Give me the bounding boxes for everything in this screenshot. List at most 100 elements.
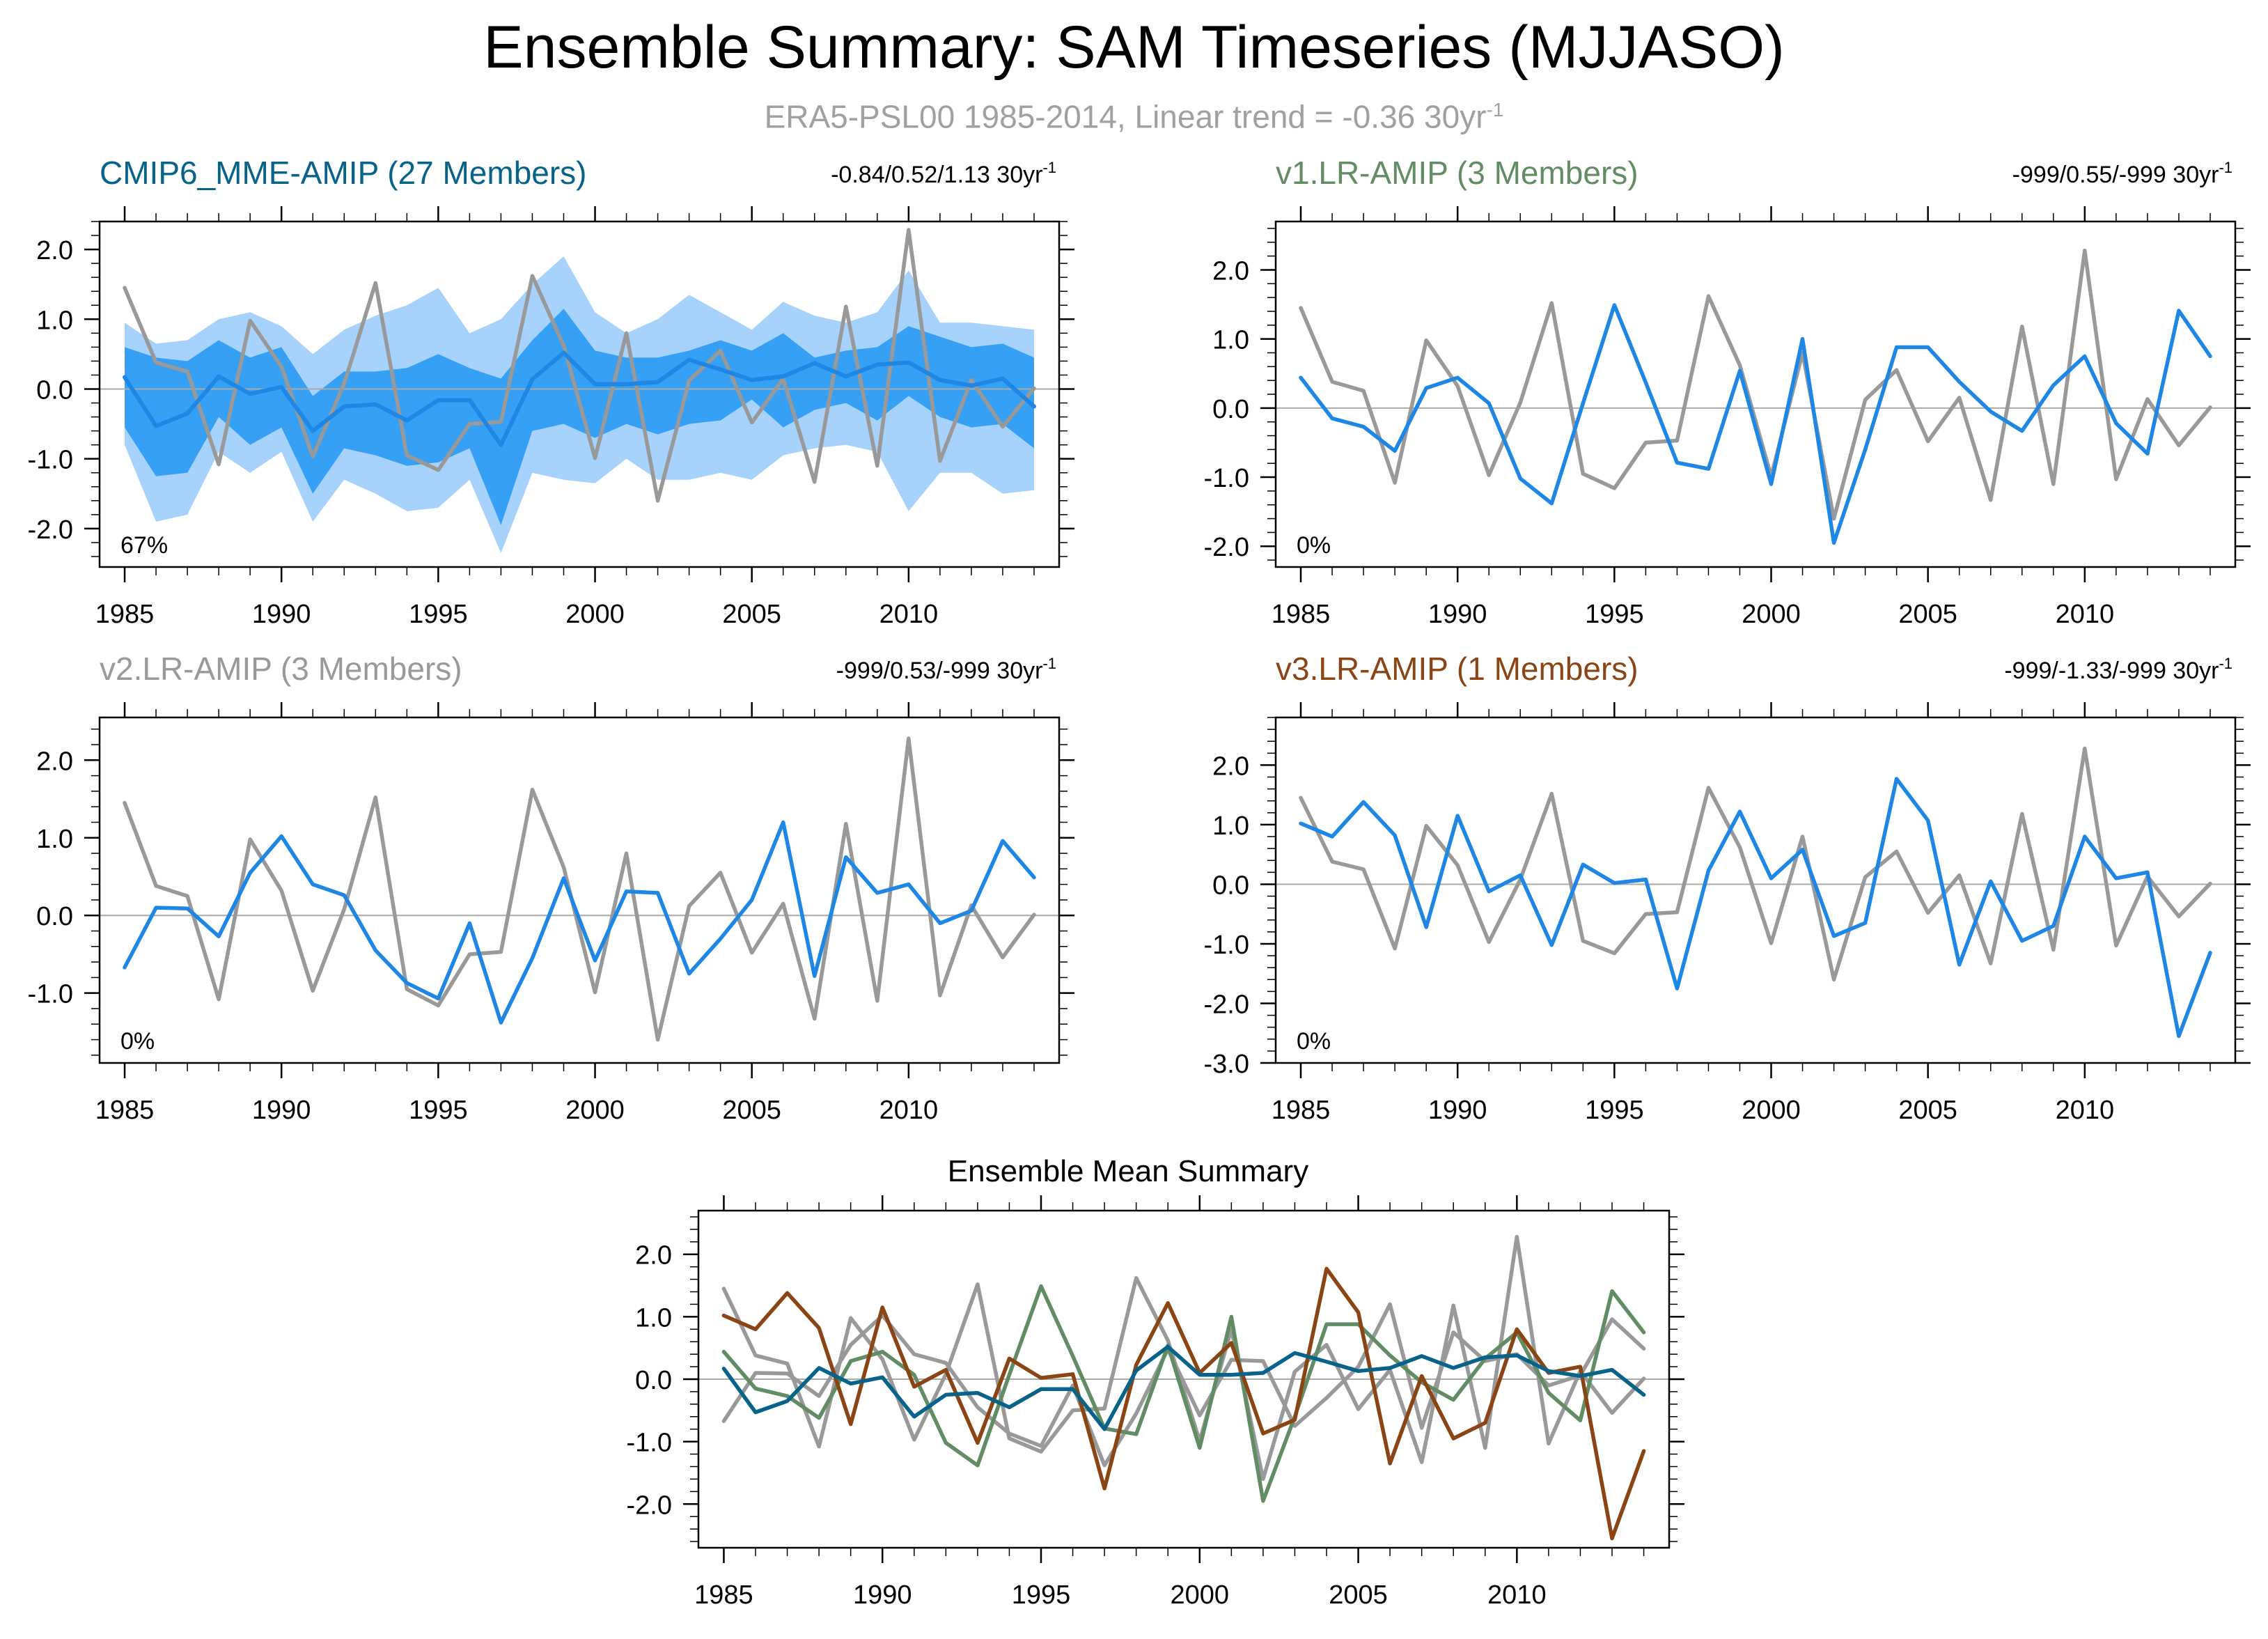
trend-label: -999/-1.33/-999 30yr-1 [2004,655,2232,684]
x-tick-label: 2000 [1742,1096,1801,1125]
series-line-cmip6-mme-amip [721,1344,1646,1431]
percent-label: 0% [1297,532,1331,559]
panel-title: v2.LR-AMIP (3 Members) [100,651,462,687]
x-tick-label: 1990 [252,600,311,629]
series-line-v1-lr-amip [1299,303,2212,545]
y-tick-label: -1.0 [1204,464,1249,493]
x-tick-label: 1990 [1428,600,1487,629]
y-tick-label: 0.0 [635,1366,672,1395]
percent-label: 67% [120,532,168,559]
x-tick-label: 1985 [694,1580,753,1610]
x-tick-label: 2010 [2056,1096,2115,1125]
y-tick-label: -1.0 [28,446,73,475]
percent-label: 0% [1297,1028,1331,1055]
trend-label: -999/0.53/-999 30yr-1 [836,655,1056,684]
x-tick-label: 1990 [252,1096,311,1125]
x-tick-label: 1985 [95,1096,155,1125]
x-tick-label: 2005 [1898,1096,1957,1125]
x-tick-label: 1985 [95,600,155,629]
trend-superscript: -1 [2219,655,2232,672]
x-tick-label: 2010 [1487,1580,1547,1610]
x-tick-label: 1995 [1585,1096,1644,1125]
x-tick-label: 2005 [1898,600,1957,629]
trend-superscript: -1 [1042,159,1056,176]
y-tick-label: 0.0 [1212,871,1249,900]
y-tick-label: -2.0 [1204,533,1249,562]
trend-text: -999/0.55/-999 30yr [2012,162,2219,188]
y-tick-label: 2.0 [36,747,73,776]
panel-title: v3.LR-AMIP (1 Members) [1276,651,1639,687]
trend-superscript: -1 [1042,655,1056,672]
plot-area [100,228,1059,553]
percent-label: 0% [120,1028,155,1055]
x-tick-label: 1995 [409,1096,468,1125]
trend-superscript: -1 [2219,159,2232,176]
panel-mme: -2.0 -1.0 0.0 1.0 2.0 1985 1990 1995 2000 2005 201… [28,155,1074,629]
y-tick-label: 2.0 [635,1241,672,1271]
x-tick-label: 2010 [879,600,939,629]
y-tick-label: -1.0 [627,1429,672,1458]
y-tick-label: -1.0 [28,980,73,1009]
panel-title: v1.LR-AMIP (3 Members) [1276,155,1639,191]
trend-label: -999/0.55/-999 30yr-1 [2012,159,2232,188]
y-tick-label: -2.0 [627,1491,672,1520]
y-tick-label: -1.0 [1204,931,1249,960]
panel-mean: -2.0 -1.0 0.0 1.0 2.0 1985 1990 1995 2000 2005 201… [627,1154,1684,1610]
y-tick-label: 1.0 [1212,326,1249,355]
x-tick-label: 2005 [1329,1580,1388,1610]
x-tick-label: 2010 [2056,600,2115,629]
panel-title: Ensemble Mean Summary [948,1154,1308,1188]
panel-title: CMIP6_MME-AMIP (27 Members) [100,155,587,191]
y-tick-label: 0.0 [36,375,73,405]
x-tick-label: 1990 [1428,1096,1487,1125]
y-tick-label: 2.0 [1212,752,1249,781]
plot-area [1276,248,2235,545]
y-tick-label: -2.0 [28,515,73,545]
y-tick-label: -3.0 [1204,1050,1249,1079]
trend-label: -0.84/0.52/1.13 30yr-1 [831,159,1056,188]
trend-text: -999/0.53/-999 30yr [836,658,1043,684]
plot-frame [1274,716,2237,1064]
x-tick-label: 2000 [1742,600,1801,629]
trend-text: -999/-1.33/-999 30yr [2004,658,2219,684]
plot-frame [98,220,1061,568]
panel-v3: -3.0 -2.0 -1.0 0.0 1.0 2.0 1985 1990 1995 2000 200… [1204,651,2251,1125]
figure-subtitle-superscript: -1 [1486,99,1504,121]
figure-title: Ensemble Summary: SAM Timeseries (MJJASO… [483,14,1785,81]
y-tick-label: 1.0 [1212,811,1249,841]
x-tick-label: 2000 [1171,1580,1230,1610]
panel-v1: -2.0 -1.0 0.0 1.0 2.0 1985 1990 1995 2000 2005 201… [1204,155,2251,629]
y-tick-label: 0.0 [36,902,73,931]
plot-area [100,736,1059,1042]
x-tick-label: 1995 [409,600,468,629]
panel-v2: -1.0 0.0 1.0 2.0 1985 1990 1995 2000 2005 2010 v2.… [28,651,1074,1125]
series-line-era5-psl00 [123,228,1036,503]
plot-frame [98,716,1061,1064]
y-tick-label: 1.0 [36,825,73,854]
series-line-v3-lr-amip [1299,777,2212,1039]
y-tick-label: -2.0 [1204,990,1249,1019]
x-tick-label: 2000 [565,1096,625,1125]
band-inner [125,309,1034,525]
series-line-cmip6-mme-amip [123,350,1036,447]
x-tick-label: 2010 [879,1096,939,1125]
plot-area [698,1234,1669,1541]
y-tick-label: 2.0 [1212,256,1249,286]
y-tick-label: 0.0 [1212,395,1249,424]
trend-text: -0.84/0.52/1.13 30yr [831,162,1042,188]
figure-subtitle: ERA5-PSL00 1985-2014, Linear trend = -0.… [0,91,2268,136]
x-tick-label: 1985 [1272,600,1331,629]
x-tick-label: 1995 [1012,1580,1071,1610]
y-tick-label: 1.0 [635,1303,672,1333]
x-tick-label: 1985 [1272,1096,1331,1125]
series-line-v1-lr-amip [721,1284,1646,1503]
y-tick-label: 2.0 [36,236,73,265]
series-line-era5-psl00 [123,736,1036,1042]
figure-subtitle-text: ERA5-PSL00 1985-2014, Linear trend = -0.… [764,98,1487,135]
x-tick-label: 2005 [722,1096,781,1125]
plot-frame [1274,220,2237,568]
x-tick-label: 2000 [565,600,625,629]
y-tick-label: 1.0 [36,306,73,335]
